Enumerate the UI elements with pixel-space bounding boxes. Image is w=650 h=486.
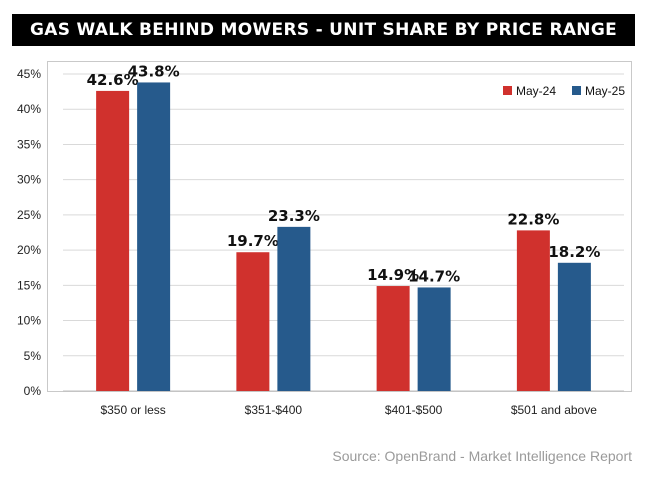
data-label: 43.8% [128, 62, 180, 80]
bar-may-25 [137, 82, 171, 391]
legend-label-may-25: May-25 [585, 84, 625, 98]
bar-may-25 [417, 287, 451, 391]
y-tick-label: 45% [17, 67, 41, 81]
x-tick-label: $350 or less [100, 403, 165, 417]
data-label: 22.8% [507, 210, 559, 228]
x-tick-label: $401-$500 [385, 403, 443, 417]
y-tick-label: 10% [17, 314, 41, 328]
x-tick-label: $501 and above [511, 403, 597, 417]
y-tick-label: 5% [24, 349, 42, 363]
y-tick-label: 20% [17, 243, 41, 257]
data-label: 14.7% [408, 267, 460, 285]
bar-may-24 [376, 286, 410, 391]
y-tick-label: 0% [24, 384, 42, 398]
source-note: Source: OpenBrand - Market Intelligence … [332, 448, 632, 464]
y-tick-label: 35% [17, 137, 41, 151]
y-tick-label: 25% [17, 208, 41, 222]
bar-may-25 [557, 262, 591, 391]
bar-may-25 [277, 226, 311, 391]
data-label: 42.6% [87, 71, 139, 89]
bar-may-24 [96, 90, 130, 391]
x-tick-label: $351-$400 [245, 403, 303, 417]
bar-may-24 [516, 230, 550, 391]
y-tick-label: 15% [17, 278, 41, 292]
legend-label-may-24: May-24 [516, 84, 556, 98]
legend-swatch-may-24 [503, 86, 512, 95]
data-label: 14.9% [367, 266, 419, 284]
data-label: 19.7% [227, 232, 279, 250]
bar-may-24 [236, 252, 270, 391]
legend-swatch-may-25 [572, 86, 581, 95]
y-tick-label: 30% [17, 173, 41, 187]
y-tick-label: 40% [17, 102, 41, 116]
data-label: 18.2% [548, 243, 600, 261]
chart-title: GAS WALK BEHIND MOWERS - UNIT SHARE BY P… [12, 14, 635, 46]
data-label: 23.3% [268, 207, 320, 225]
